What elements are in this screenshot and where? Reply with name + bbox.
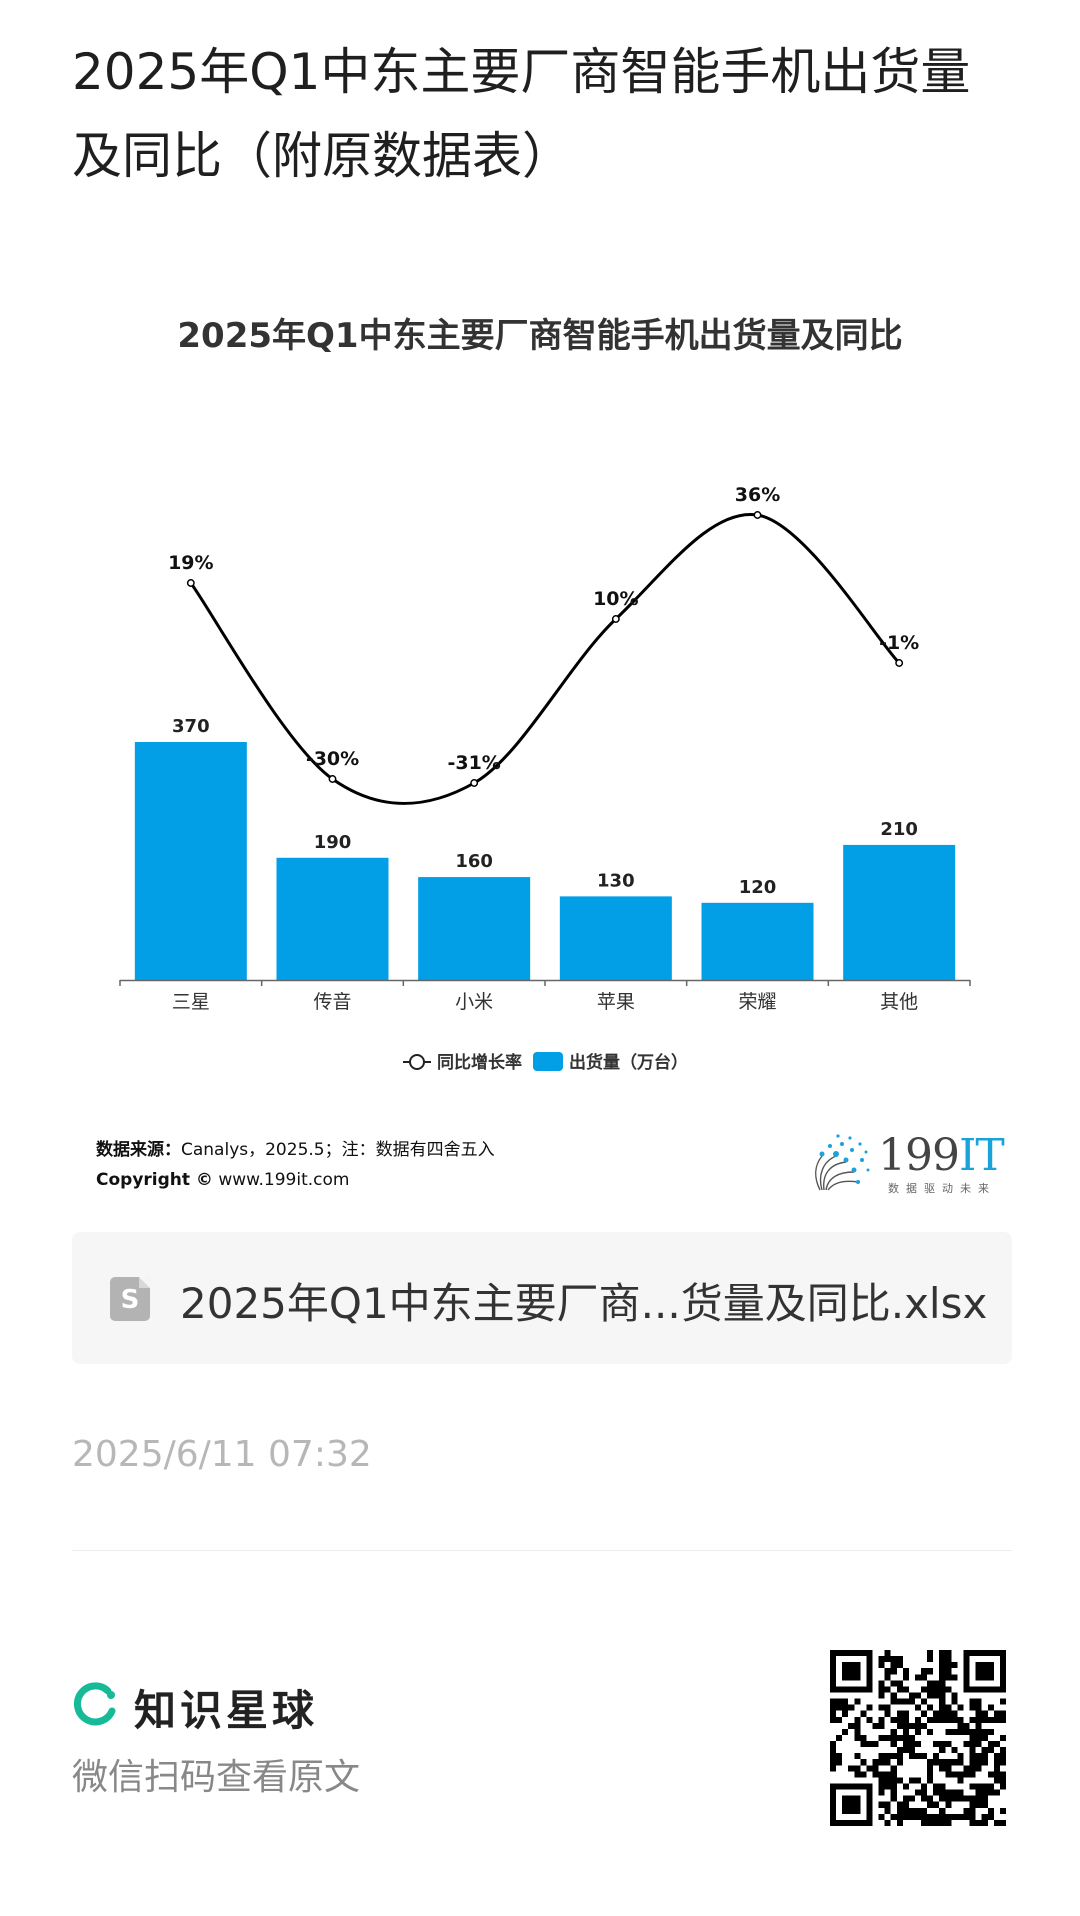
growth-value-label: 36% [735, 484, 780, 506]
bar [276, 857, 389, 980]
zsxq-logo-icon [73, 1682, 116, 1726]
scan-hint: 微信扫码查看原文 [72, 1757, 361, 1798]
attachment-filename[interactable]: 2025年Q1中东主要厂商...货量及同比.xlsx [180, 1279, 988, 1328]
growth-value-label: 19% [168, 552, 213, 574]
growth-value-label: -1% [879, 632, 919, 654]
copyright-line: Copyright © www.199it.com [96, 1165, 495, 1195]
logo-dandelion-icon [815, 1134, 870, 1191]
divider [72, 1550, 1012, 1551]
bar [559, 896, 672, 980]
growth-point [470, 779, 479, 787]
legend-label-growth: 同比增长率 [437, 1052, 522, 1073]
growth-point [895, 659, 904, 667]
legend-label-shipments: 出货量（万台） [569, 1052, 688, 1073]
bar-value-label: 120 [739, 877, 777, 898]
bar-value-label: 190 [314, 832, 352, 853]
source-label: 数据来源： [96, 1140, 181, 1160]
source-text: Canalys，2025.5；注：数据有四舍五入 [181, 1140, 495, 1160]
category-label: 其他 [880, 991, 918, 1013]
category-label: 荣耀 [738, 991, 776, 1013]
bar [701, 902, 814, 980]
growth-value-label: -31% [447, 752, 500, 774]
category-label: 小米 [455, 991, 493, 1013]
bar-layer: 370 190 160 130 120 210 [134, 716, 956, 980]
category-label: 苹果 [597, 991, 635, 1013]
zsxq-brand-name: 知识星球 [134, 1686, 319, 1735]
bar-value-label: 210 [880, 819, 918, 840]
bar [418, 877, 531, 980]
line-layer: 19% -30% -31% 10% 36% -1% [168, 484, 919, 805]
logo-text-main: 199 [878, 1130, 960, 1181]
legend-marker-swatch [409, 1054, 425, 1070]
logo-text-accent: IT [958, 1130, 1005, 1181]
copyright-site: www.199it.com [218, 1170, 350, 1190]
legend: 同比增长率 出货量（万台） [403, 1052, 688, 1073]
growth-point [328, 775, 337, 783]
category-label: 传音 [313, 991, 351, 1013]
logo-199it: 199IT 数据驱动未来 [808, 1128, 1008, 1198]
growth-value-label: 10% [593, 588, 638, 610]
publish-timestamp: 2025/6/11 07:32 [72, 1434, 372, 1475]
growth-line [189, 513, 901, 805]
bar-value-label: 130 [597, 870, 635, 891]
growth-point [753, 511, 762, 519]
attachment-card[interactable]: S 2025年Q1中东主要厂商...货量及同比.xlsx [72, 1232, 1012, 1364]
logo-tagline: 数据驱动未来 [888, 1182, 996, 1195]
bar [843, 844, 956, 980]
growth-point [611, 615, 620, 623]
legend-bar-swatch [533, 1052, 563, 1071]
bar-value-label: 370 [172, 716, 210, 737]
spreadsheet-icon: S [110, 1277, 150, 1321]
bar-value-label: 160 [455, 851, 493, 872]
logo-wordmark: 199IT [878, 1130, 1005, 1181]
source-note: 数据来源：Canalys，2025.5；注：数据有四舍五入 Copyright … [96, 1135, 495, 1195]
chart: 2025年Q1中东主要厂商智能手机出货量及同比 370 190 160 130 120 2… [119, 316, 971, 1073]
file-icon-letter: S [120, 1285, 140, 1315]
category-label: 三星 [172, 991, 210, 1013]
growth-value-label: -30% [306, 748, 359, 770]
qr-code-icon[interactable] [830, 1650, 1006, 1826]
copyright-label: Copyright © [96, 1170, 213, 1190]
page-title: 2025年Q1中东主要厂商智能手机出货量及同比（附原数据表） [72, 43, 971, 185]
source-line: 数据来源：Canalys，2025.5；注：数据有四舍五入 [96, 1135, 495, 1165]
chart-title: 2025年Q1中东主要厂商智能手机出货量及同比 [177, 316, 902, 356]
x-axis: 三星 传音 小米 苹果 荣耀 其他 [119, 979, 971, 1013]
growth-point [186, 579, 195, 587]
bar [134, 742, 247, 980]
